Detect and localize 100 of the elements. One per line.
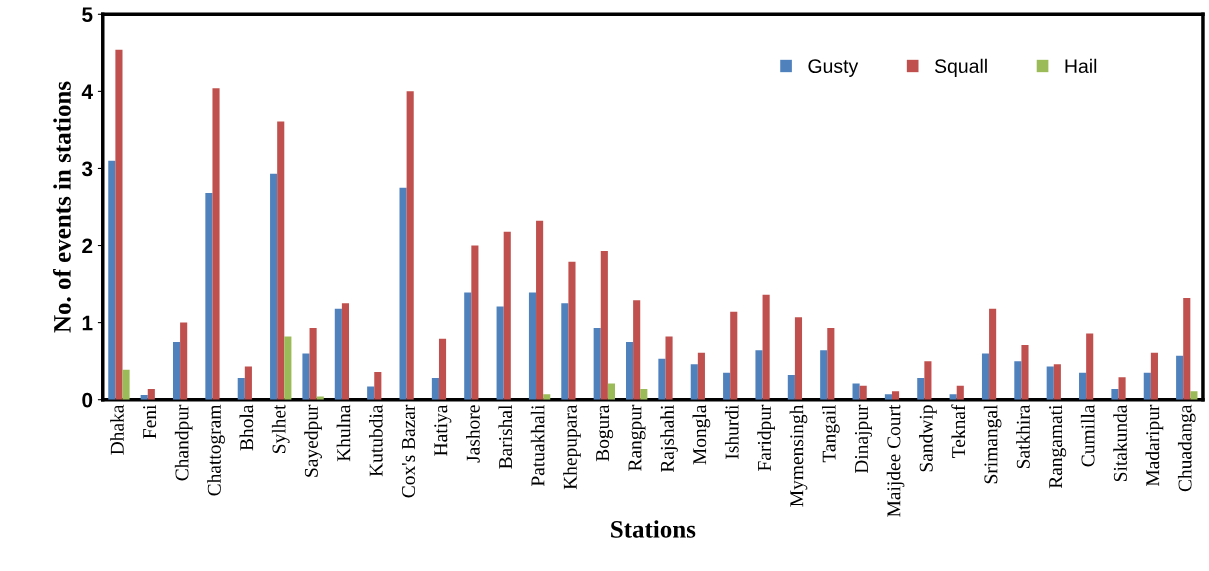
y-tick-label: 0 bbox=[82, 392, 93, 408]
x-tick-label: Cumilla bbox=[1080, 404, 1095, 467]
x-tick-label: Rangamati bbox=[1049, 404, 1067, 489]
bar bbox=[1111, 388, 1119, 400]
bar bbox=[794, 317, 803, 400]
x-tick-label: Sandwip bbox=[919, 405, 937, 472]
bar bbox=[633, 300, 641, 400]
x-tick-label: Bhola bbox=[239, 404, 254, 451]
bar bbox=[600, 250, 608, 400]
x-tick-label: Chuadanga bbox=[1177, 404, 1196, 492]
bar bbox=[568, 261, 576, 400]
bar bbox=[528, 292, 537, 400]
y-tick-label: 5 bbox=[82, 7, 93, 23]
bar bbox=[1176, 355, 1184, 400]
bar bbox=[205, 193, 213, 400]
x-tick-label: Jashore bbox=[466, 405, 480, 463]
bar bbox=[122, 369, 130, 400]
bar bbox=[309, 328, 317, 400]
bar bbox=[1190, 391, 1198, 400]
bar bbox=[1014, 361, 1022, 400]
x-tick-label: Dhaka bbox=[110, 404, 124, 455]
bar bbox=[543, 394, 551, 400]
bar bbox=[917, 378, 925, 400]
legend-label: Squall bbox=[934, 58, 987, 77]
x-tick-label: Cox's Bazar bbox=[401, 404, 416, 498]
bar bbox=[640, 388, 648, 400]
bar bbox=[1183, 297, 1191, 400]
x-tick-label: Dinajpur bbox=[854, 404, 873, 474]
bar bbox=[665, 336, 673, 400]
bar bbox=[1150, 352, 1158, 400]
bar bbox=[607, 383, 615, 400]
x-tick-label: Mymensingh bbox=[789, 404, 808, 507]
bar bbox=[302, 353, 310, 400]
x-tick-label: Madaripur bbox=[1145, 404, 1164, 487]
x-axis-title: Stations bbox=[611, 520, 696, 538]
bar bbox=[399, 187, 407, 400]
bar bbox=[723, 372, 731, 400]
x-tick-label: Tangail bbox=[821, 404, 840, 463]
x-tick-label: Srimangal bbox=[983, 404, 1002, 484]
bar bbox=[108, 160, 116, 400]
bar bbox=[284, 336, 292, 400]
bar bbox=[438, 338, 447, 400]
bar bbox=[367, 386, 375, 400]
bar bbox=[180, 322, 188, 400]
bar bbox=[820, 350, 828, 400]
bar bbox=[1118, 377, 1126, 400]
bar bbox=[1053, 364, 1061, 400]
bar bbox=[787, 375, 795, 400]
x-tick-label: Chattogram bbox=[207, 404, 225, 496]
legend-label: Hail bbox=[1065, 58, 1097, 74]
bar bbox=[827, 328, 835, 400]
bar bbox=[244, 366, 252, 400]
x-tick-label: Khulna bbox=[336, 404, 351, 462]
bar bbox=[859, 385, 867, 400]
bar bbox=[536, 220, 544, 400]
bar bbox=[981, 353, 990, 400]
x-tick-label: Satkhira bbox=[1016, 404, 1030, 469]
x-tick-label: Hatiya bbox=[434, 404, 452, 456]
x-tick-label: Rangpur bbox=[628, 404, 646, 471]
bar bbox=[277, 121, 285, 400]
bar bbox=[431, 378, 439, 400]
bar bbox=[626, 341, 634, 400]
y-axis-title: No. of events in stations bbox=[52, 81, 71, 333]
x-tick-label: Sayedpur bbox=[304, 404, 322, 477]
bar bbox=[730, 311, 738, 400]
bar bbox=[1046, 366, 1054, 400]
x-tick-label: Ishurdi bbox=[724, 404, 739, 459]
y-tick-label: 2 bbox=[82, 238, 93, 254]
y-tick-label: 4 bbox=[81, 84, 93, 99]
bar bbox=[1143, 372, 1151, 400]
x-tick-label: Kutubdia bbox=[369, 404, 383, 477]
y-tick-label: 1 bbox=[82, 315, 93, 331]
x-tick-label: Rajshahi bbox=[660, 404, 678, 473]
bar bbox=[212, 88, 220, 400]
x-tick-label: Chandpur bbox=[174, 404, 193, 481]
bar bbox=[1021, 344, 1029, 400]
bar bbox=[956, 385, 964, 400]
x-tick-label: Feni bbox=[143, 404, 157, 439]
bar bbox=[852, 383, 860, 400]
x-tick-label: Sitakunda bbox=[1113, 404, 1127, 482]
bar bbox=[334, 308, 342, 400]
bar bbox=[949, 394, 957, 400]
bar bbox=[147, 388, 155, 400]
bar bbox=[989, 308, 997, 400]
bar bbox=[172, 341, 181, 400]
bar bbox=[270, 173, 278, 400]
bar bbox=[471, 245, 479, 400]
bar bbox=[1086, 333, 1094, 400]
bar bbox=[406, 91, 414, 400]
x-tick-label: Bogura bbox=[596, 404, 614, 462]
bar bbox=[762, 294, 770, 400]
x-tick-label: Patuakhali bbox=[530, 404, 545, 487]
legend-label: Gusty bbox=[808, 59, 859, 77]
bar bbox=[496, 306, 504, 400]
bar bbox=[464, 292, 472, 400]
bar bbox=[237, 378, 245, 400]
bar bbox=[690, 364, 698, 400]
bar bbox=[1079, 372, 1087, 400]
bar bbox=[924, 361, 932, 400]
bar bbox=[374, 371, 382, 400]
